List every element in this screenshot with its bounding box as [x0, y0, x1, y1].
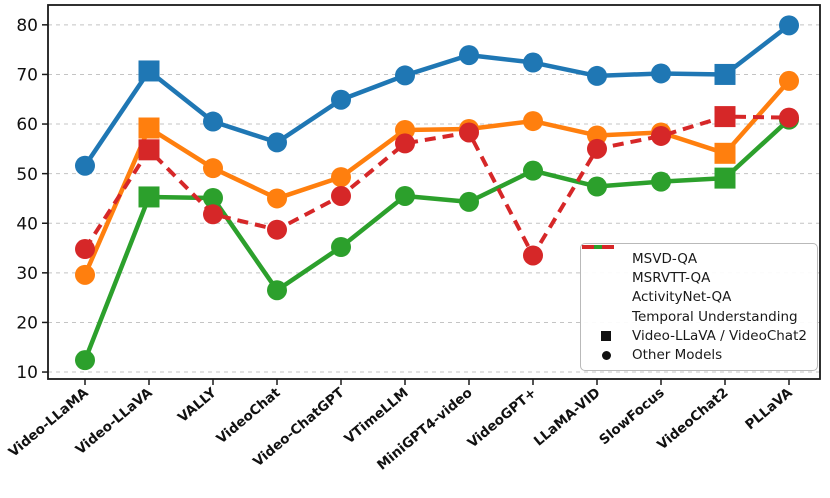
- data-point-temporal-understanding-vtimellm: [395, 133, 415, 154]
- data-point-msvd-qa-videochat2: [714, 63, 736, 85]
- data-point-temporal-understanding-slowfocus: [651, 125, 671, 146]
- data-point-activitynet-qa-videochat2: [714, 167, 736, 189]
- y-tick-label: 10: [16, 363, 38, 383]
- data-point-temporal-understanding-llama-vid: [587, 138, 607, 159]
- data-point-activitynet-qa-llama-vid: [587, 176, 607, 197]
- legend-label: ActivityNet-QA: [632, 289, 732, 306]
- legend-item-other-models-icon: Other Models: [588, 346, 809, 365]
- data-point-msvd-qa-video-chatgpt: [331, 89, 351, 110]
- data-point-activitynet-qa-videochat: [267, 280, 287, 301]
- data-point-activitynet-qa-video-chatgpt: [331, 237, 351, 258]
- x-category-label: VideoGPT+: [465, 385, 540, 452]
- data-point-msvd-qa-llama-vid: [587, 65, 607, 86]
- data-point-msvd-qa-videogpt: [523, 52, 543, 73]
- legend-item-activitynet-qa-icon: ActivityNet-QA: [582, 245, 809, 307]
- y-tick-label: 20: [16, 314, 38, 334]
- data-point-activitynet-qa-minigpt4-video: [459, 191, 479, 212]
- data-point-temporal-understanding-videochat2: [714, 106, 736, 128]
- legend-item-msvd-qa-icon: MSVD-QA: [582, 245, 809, 268]
- data-point-msvd-qa-slowfocus: [651, 63, 671, 84]
- x-category-label: LLaMA-VID: [531, 385, 604, 450]
- y-tick-label: 80: [16, 16, 38, 36]
- y-tick-label: 30: [16, 264, 38, 284]
- y-tick-label: 50: [16, 165, 38, 185]
- data-point-msvd-qa-vtimellm: [395, 65, 415, 86]
- data-point-msvd-qa-video-llama: [75, 155, 95, 176]
- data-point-temporal-understanding-pllava: [779, 107, 799, 128]
- data-point-temporal-understanding-video-llama: [75, 239, 95, 260]
- series-line-temporal-understanding: [83, 114, 790, 258]
- y-tick-label: 60: [16, 115, 38, 135]
- data-point-temporal-understanding-videochat: [267, 219, 287, 240]
- data-point-activitynet-qa-slowfocus: [651, 171, 671, 192]
- y-tick-label: 40: [16, 214, 38, 234]
- data-point-temporal-understanding-minigpt4-video: [459, 122, 479, 143]
- data-point-msvd-qa-pllava: [779, 15, 799, 36]
- plot-frame: [47, 4, 821, 380]
- legend-label: MSRVTT-QA: [632, 269, 711, 286]
- data-point-msrvtt-qa-vally: [203, 158, 223, 179]
- data-point-activitynet-qa-vally: [203, 187, 223, 208]
- data-point-temporal-understanding-vally: [203, 204, 223, 225]
- legend-item-msrvtt-qa-icon: MSRVTT-QA: [582, 245, 809, 287]
- data-point-msrvtt-qa-videochat: [267, 188, 287, 209]
- y-tick-label: 70: [16, 66, 38, 86]
- data-point-msrvtt-qa-video-chatgpt: [331, 167, 351, 188]
- data-point-temporal-understanding-video-chatgpt: [331, 185, 351, 206]
- data-point-temporal-understanding-videogpt: [523, 245, 543, 266]
- data-point-activitynet-qa-videogpt: [523, 160, 543, 181]
- legend-marker-other-models-icon: [588, 350, 624, 360]
- legend-label: Video-LLaVA / VideoChat2: [632, 327, 807, 344]
- data-point-msrvtt-qa-videochat2: [714, 142, 736, 164]
- series-line-msrvtt-qa: [82, 79, 791, 276]
- x-category-label: VideoChat2: [654, 385, 731, 453]
- series-line-activitynet-qa: [82, 117, 791, 361]
- data-point-msrvtt-qa-pllava: [779, 70, 799, 91]
- data-point-msrvtt-qa-videogpt: [523, 111, 543, 132]
- data-point-msvd-qa-vally: [203, 111, 223, 132]
- data-point-msvd-qa-minigpt4-video: [459, 45, 479, 66]
- data-point-activitynet-qa-video-llama: [75, 350, 95, 371]
- chart-legend: MSVD-QA MSRVTT-QA ActivityNet-QA Temporal U…: [580, 243, 818, 371]
- data-point-activitynet-qa-video-llava: [138, 186, 160, 208]
- data-point-activitynet-qa-vtimellm: [395, 185, 415, 206]
- data-point-msvd-qa-videochat: [267, 132, 287, 153]
- legend-label: Temporal Understanding: [632, 308, 798, 325]
- legend-item-temporal-understanding-icon: Temporal Understanding: [582, 245, 809, 326]
- x-category-label: PLLaVA: [742, 384, 796, 433]
- series-line-msvd-qa: [83, 23, 791, 167]
- legend-label: Other Models: [632, 347, 723, 364]
- data-point-msrvtt-qa-video-llava: [138, 117, 160, 139]
- legend-item-video-llava-videochat2-icon: Video-LLaVA / VideoChat2: [588, 326, 809, 345]
- legend-label: MSVD-QA: [632, 250, 698, 267]
- data-point-temporal-understanding-video-llava: [138, 139, 160, 161]
- data-point-msrvtt-qa-video-llama: [75, 264, 95, 285]
- data-point-msvd-qa-video-llava: [138, 60, 160, 82]
- x-category-label: VALLY: [175, 385, 220, 426]
- legend-marker-video-llava-videochat2-icon: [588, 330, 624, 341]
